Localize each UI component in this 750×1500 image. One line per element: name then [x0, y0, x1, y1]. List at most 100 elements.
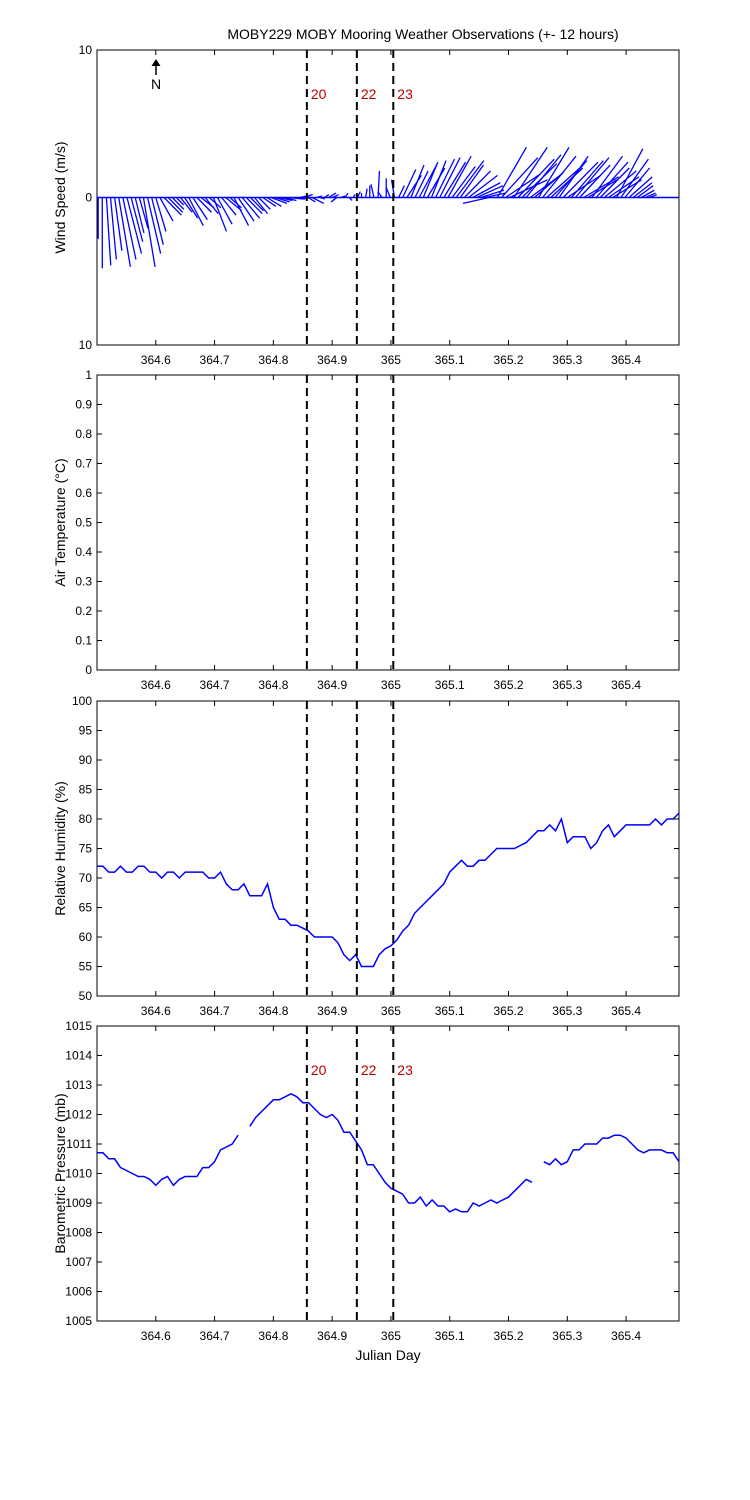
wind-vector [435, 158, 456, 198]
y-tick-label: 0.5 [75, 516, 92, 530]
wind-vector [385, 186, 391, 198]
x-tick-label: 365.3 [552, 353, 582, 367]
y-tick-label: 0.4 [75, 545, 92, 559]
wind-vector [426, 167, 446, 198]
wind-vector [233, 197, 250, 226]
plot-frame [96, 1025, 680, 1322]
wind-vector [241, 197, 261, 219]
wind-vector [439, 157, 461, 198]
marker-label: 20 [311, 86, 327, 102]
wind-vector [484, 192, 506, 199]
wind-vector [558, 155, 589, 198]
x-tick-label: 364.8 [258, 678, 288, 692]
y-tick-label: 1006 [65, 1285, 92, 1299]
wind-vector [599, 167, 630, 198]
panel-3: 1005 1006 1007 1008 1009 1010 1011 1012 1013 1014… [52, 1019, 680, 1363]
wind-vector [122, 197, 137, 260]
wind-vector [595, 161, 629, 198]
wind-vector [212, 197, 228, 232]
y-tick-label: 1010 [65, 1167, 92, 1181]
wind-vector [216, 197, 233, 225]
wind-vector [462, 196, 490, 205]
wind-vector [542, 155, 577, 198]
wind-vector [311, 196, 325, 204]
y-tick-label: 0.6 [75, 486, 92, 500]
wind-vector [113, 197, 123, 251]
wind-vector [414, 170, 429, 198]
wind-vector [344, 192, 349, 198]
wind-vector [163, 197, 182, 216]
x-tick-label: 365.3 [552, 1329, 582, 1343]
wind-vector [142, 197, 156, 267]
y-tick-label: 55 [79, 960, 93, 974]
x-tick-label: 365 [381, 353, 401, 367]
wind-vector [356, 191, 361, 198]
wind-vector [537, 147, 570, 198]
x-tick-label: 365.2 [493, 1329, 523, 1343]
y-tick-label: 70 [79, 871, 93, 885]
series-line [543, 1134, 680, 1166]
wind-vector [109, 197, 117, 260]
series-line [97, 812, 680, 968]
x-tick-label: 364.9 [317, 678, 347, 692]
wind-vector [500, 157, 539, 198]
panel-2: 50 55 60 65 70 75 80 85 90 95 100 364.6 364.7 364.8 36… [52, 694, 680, 1018]
y-tick-label: 1015 [65, 1019, 92, 1033]
wind-vector [451, 166, 476, 198]
series-line [249, 1092, 533, 1213]
wind-vector [245, 197, 263, 215]
y-tick-label: 60 [79, 930, 93, 944]
wind-vector [295, 196, 306, 200]
wind-vector [340, 195, 346, 199]
wind-vector [430, 160, 447, 198]
wind-vector [616, 148, 644, 198]
wind-vector [468, 174, 498, 199]
wind-vector [229, 197, 242, 209]
wind-vector [118, 197, 132, 267]
y-axis-title: Barometric Pressure (mb) [52, 1093, 68, 1253]
wind-vector [463, 170, 492, 198]
wind-vector [324, 194, 330, 199]
wind-vector [328, 192, 337, 199]
wind-vector [402, 169, 417, 198]
wind-vector [422, 161, 439, 198]
wind-vector [546, 166, 583, 198]
y-tick-label: 0.2 [75, 604, 92, 618]
wind-vector [138, 197, 149, 229]
x-tick-label: 365 [381, 1004, 401, 1018]
y-tick-label: 1008 [65, 1226, 92, 1240]
y-tick-label: 1 [85, 368, 92, 382]
wind-vector [591, 155, 624, 198]
wind-vector [348, 197, 353, 201]
wind-vector [628, 176, 653, 198]
y-tick-label: 1005 [65, 1314, 92, 1328]
wind-vector [365, 188, 368, 198]
wind-vector [258, 197, 271, 210]
x-tick-label: 364.6 [141, 353, 171, 367]
x-tick-label: 365.1 [435, 1329, 465, 1343]
wind-vector [575, 157, 610, 198]
wind-vector [377, 191, 383, 198]
wind-vector [155, 197, 167, 232]
wind-vector [303, 193, 313, 199]
x-tick-label: 365.1 [435, 678, 465, 692]
wind-vector [270, 196, 288, 205]
marker-label: 22 [361, 86, 377, 102]
y-tick-label: 1011 [66, 1137, 92, 1151]
x-tick-label: 364.7 [200, 1329, 230, 1343]
y-tick-label: 0.8 [75, 427, 92, 441]
x-axis-title: Julian Day [355, 1347, 420, 1363]
wind-vector [279, 196, 293, 202]
wind-vector [320, 196, 325, 200]
wind-vector [266, 196, 282, 207]
wind-vector [151, 197, 164, 245]
wind-vector [603, 170, 637, 198]
wind-vector [583, 176, 619, 199]
x-tick-label: 365.4 [611, 678, 641, 692]
wind-vector [262, 196, 277, 207]
marker-label: 23 [397, 86, 413, 102]
y-tick-label: 0.7 [75, 457, 92, 471]
wind-vector [204, 197, 219, 215]
figure-title: MOBY229 MOBY Mooring Weather Observation… [227, 26, 618, 42]
